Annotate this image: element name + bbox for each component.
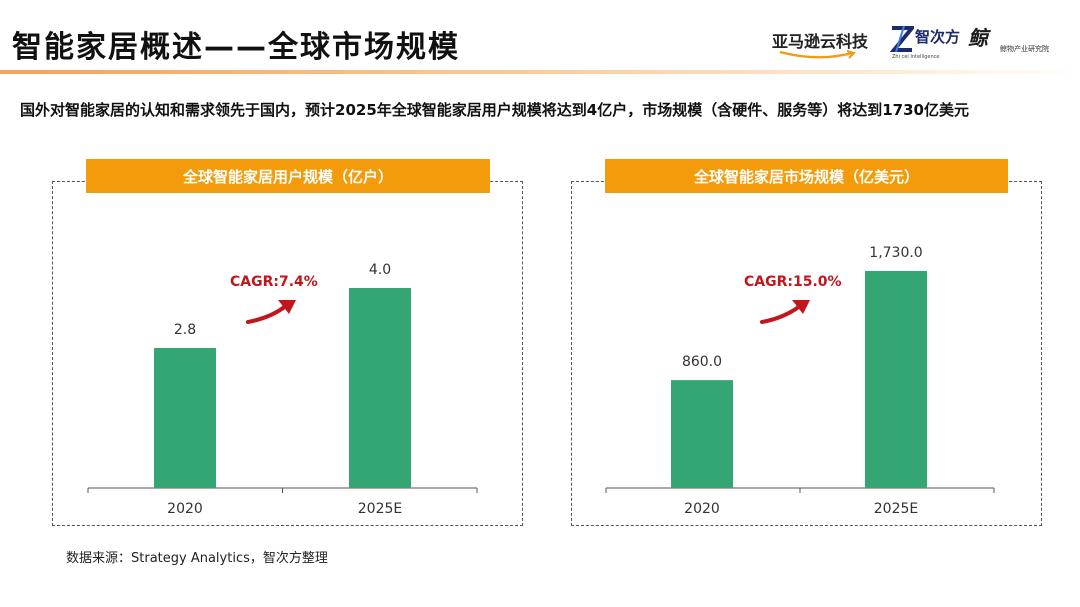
growth-arrow-icon	[760, 300, 810, 324]
zci-logo-icon	[890, 25, 914, 53]
bar-chart-0: 2.8 2020 4.0 2025E CAGR:7.4%	[87, 262, 478, 517]
data-label: 2.8	[174, 322, 196, 338]
jw-logo-text: 鲸物产业研究院	[1000, 45, 1049, 53]
source-note: 数据来源：Strategy Analytics，智次方整理	[66, 551, 328, 566]
data-label: 4.0	[369, 262, 391, 278]
bar-2020	[154, 348, 216, 488]
chart-title-users: 全球智能家居用户规模（亿户）	[86, 159, 490, 193]
bar-2020	[671, 380, 733, 488]
zci-logo-subtext: Zhi cei Intelligence	[892, 54, 940, 60]
bar-chart-1: 860.0 2020 1,730.0 2025E CAGR:15.0%	[605, 245, 995, 517]
amazon-smile-icon	[779, 50, 856, 59]
data-label: 1,730.0	[869, 245, 922, 261]
page-title: 智能家居概述——全球市场规模	[12, 30, 460, 65]
zci-logo-text: 智次方	[915, 28, 961, 46]
cagr-label: CAGR:7.4%	[230, 274, 318, 290]
bar-2025E	[349, 288, 411, 488]
logo-group: 亚马逊云科技 智次方 Zhi cei Intelligence 鲸 鲸物产业研究…	[772, 22, 1072, 66]
header-divider	[0, 70, 1080, 74]
amazon-logo-text: 亚马逊云科技	[772, 32, 869, 51]
bar-2025E	[865, 271, 927, 488]
x-tick-label: 2020	[167, 501, 203, 517]
data-label: 860.0	[682, 354, 722, 370]
x-tick-label: 2025E	[874, 501, 918, 517]
intro-text: 国外对智能家居的认知和需求领先于国内，预计2025年全球智能家居用户规模将达到4…	[20, 101, 969, 119]
jw-logo-mark: 鲸	[968, 26, 988, 50]
chart-title-market: 全球智能家居市场规模（亿美元）	[605, 159, 1008, 193]
cagr-label: CAGR:15.0%	[744, 274, 842, 290]
x-tick-label: 2025E	[358, 501, 402, 517]
x-tick-label: 2020	[684, 501, 720, 517]
growth-arrow-icon	[246, 300, 296, 324]
